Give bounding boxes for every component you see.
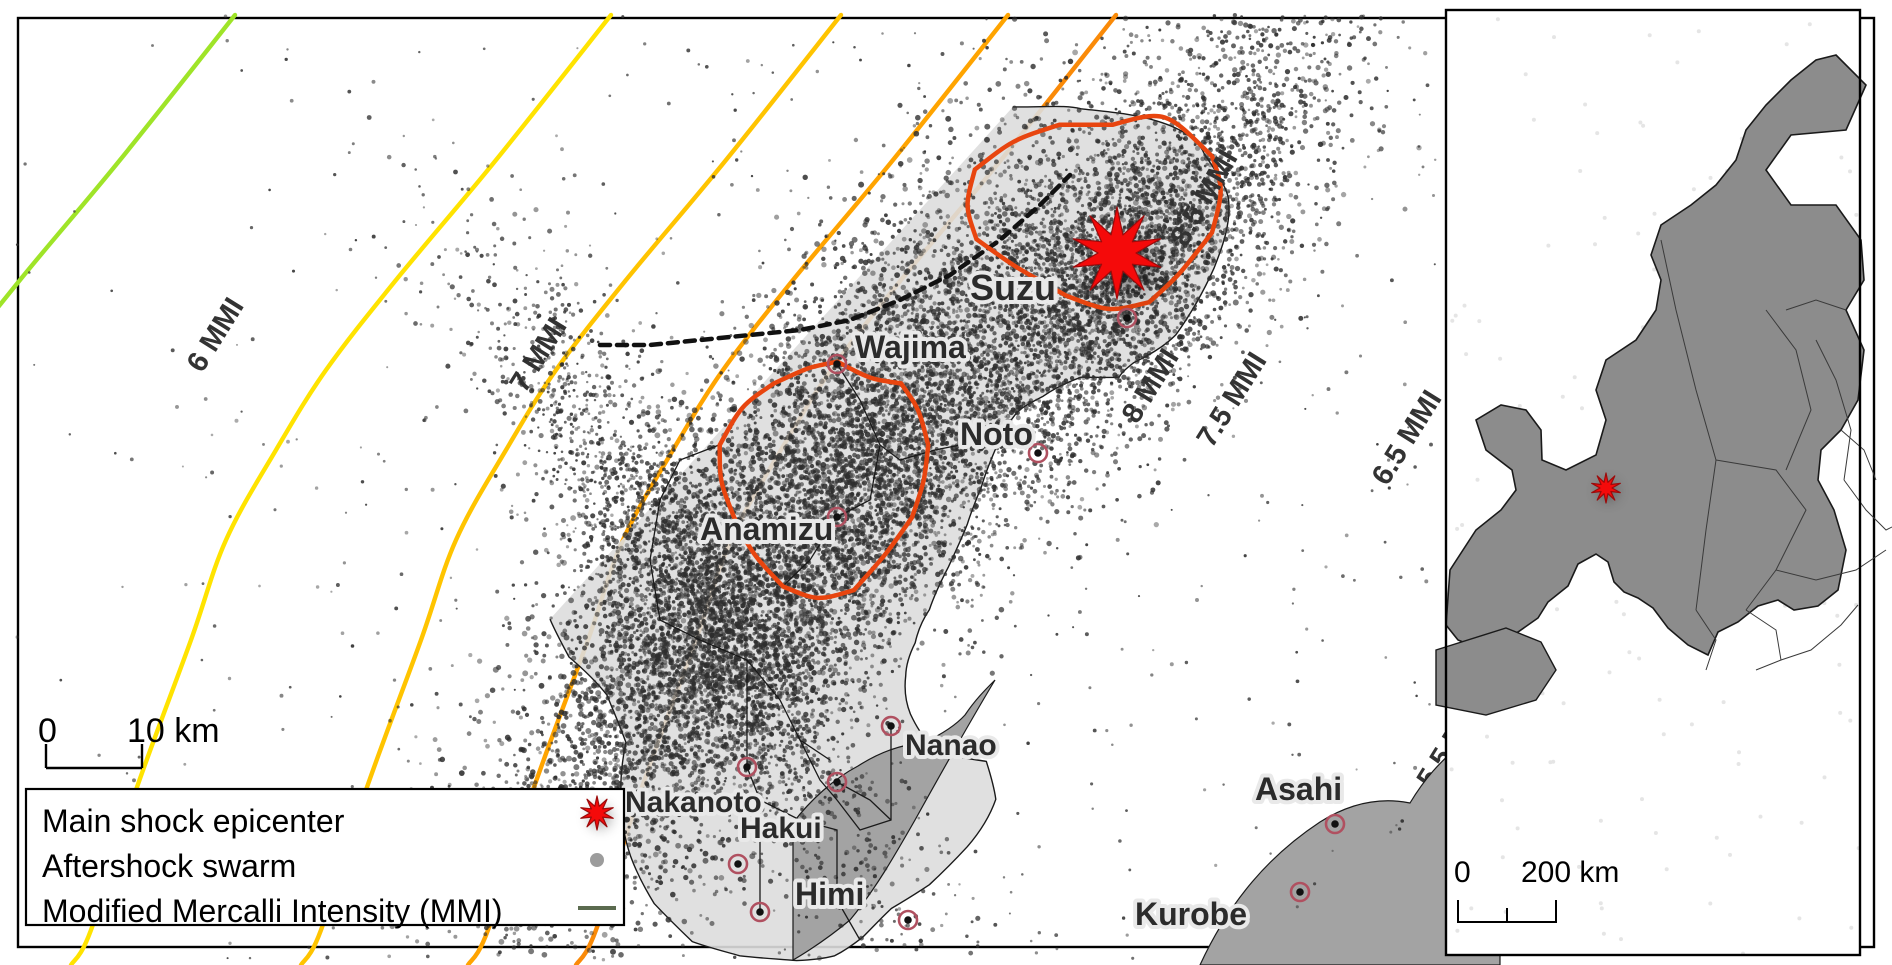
svg-text:6.5 MMI: 6.5 MMI bbox=[1366, 385, 1449, 491]
svg-text:6 MMI: 6 MMI bbox=[181, 292, 251, 377]
